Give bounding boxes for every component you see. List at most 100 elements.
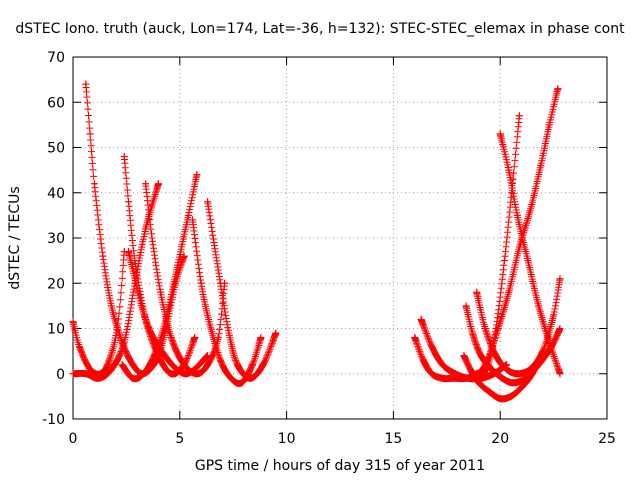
y-tick-label: 10 [47,322,65,338]
data-point [142,315,150,323]
data-point [477,352,485,360]
data-point [129,361,137,369]
data-point [125,198,133,206]
y-axis-label: dSTEC / TECUs [7,186,23,289]
data-point [419,356,427,364]
series-7 [204,198,280,382]
data-point [69,370,77,378]
data-point [216,356,224,364]
data-point [82,80,90,88]
x-tick-label: 0 [69,431,78,447]
x-tick-label: 5 [175,431,184,447]
data-point [107,302,115,310]
data-point [204,352,212,360]
data-point [90,180,98,188]
data-point [526,365,534,373]
data-point [189,216,197,224]
series-markers [82,80,188,378]
x-tick-labels: 0 5 10 15 20 25 [69,431,616,447]
data-point [86,365,94,373]
data-point [118,361,126,369]
data-point [505,288,513,296]
data-point [174,261,182,269]
data-point [515,112,523,120]
data-point [233,361,241,369]
series-0 [69,248,128,378]
data-point [248,361,256,369]
data-point [556,325,564,332]
y-tick-label: 70 [47,50,65,66]
data-point [428,343,436,351]
data-point [466,365,474,373]
series-4 [118,171,201,383]
data-point [139,370,147,378]
data-point [507,392,515,400]
data-point [105,356,113,364]
data-point [492,352,500,360]
data-point [107,365,115,373]
data-point [191,334,199,342]
series-13 [473,275,564,378]
data-point [182,370,190,378]
data-point [161,352,169,360]
data-point [513,211,521,219]
data-point [460,352,468,360]
data-point [259,361,267,369]
data-point [473,374,481,382]
data-point [473,288,481,296]
data-point [556,275,564,283]
x-tick-label: 15 [384,431,402,447]
data-point [505,166,513,174]
data-point [439,374,447,382]
series-8 [125,248,212,378]
data-point [550,311,558,319]
data-point [120,338,128,346]
data-point [257,334,265,342]
y-tick-label: 30 [47,231,65,247]
series-1 [82,80,188,378]
y-tick-label: 60 [47,95,65,111]
data-point [483,365,491,373]
data-point [99,252,107,260]
data-point [180,361,188,369]
data-point [503,365,511,373]
data-point [204,361,212,369]
data-point [509,379,517,387]
data-point [535,302,543,310]
data-point [206,320,214,328]
data-point [411,334,419,342]
data-point [498,374,506,382]
data-point [167,370,175,378]
y-tick-label: 20 [47,276,65,292]
data-point [522,374,530,382]
data-point [95,374,103,382]
data-point [513,370,521,378]
data-point [468,329,476,337]
data-point [481,325,489,332]
data-point [148,234,156,242]
x-axis-label: GPS time / hours of day 315 of year 2011 [195,458,485,474]
data-point [500,257,508,265]
data-point [556,370,564,378]
data-point [238,379,246,387]
data-point [125,248,133,256]
data-point [272,329,280,337]
data-point [496,130,504,138]
data-point [69,318,77,326]
data-point [417,315,425,323]
data-point [537,162,545,170]
y-tick-labels: -10 0 10 20 30 40 50 60 70 [42,50,65,428]
data-point [167,334,175,342]
y-tick-label: 50 [47,141,65,157]
y-tick-label: 40 [47,186,65,202]
data-point [129,374,137,382]
y-tick-label: -10 [42,412,65,428]
data-point [204,198,212,206]
data-point [154,180,162,188]
data-point [428,370,436,378]
data-point [75,343,83,351]
data-point [210,239,218,247]
data-point [193,171,201,179]
plot-frame [72,56,608,420]
